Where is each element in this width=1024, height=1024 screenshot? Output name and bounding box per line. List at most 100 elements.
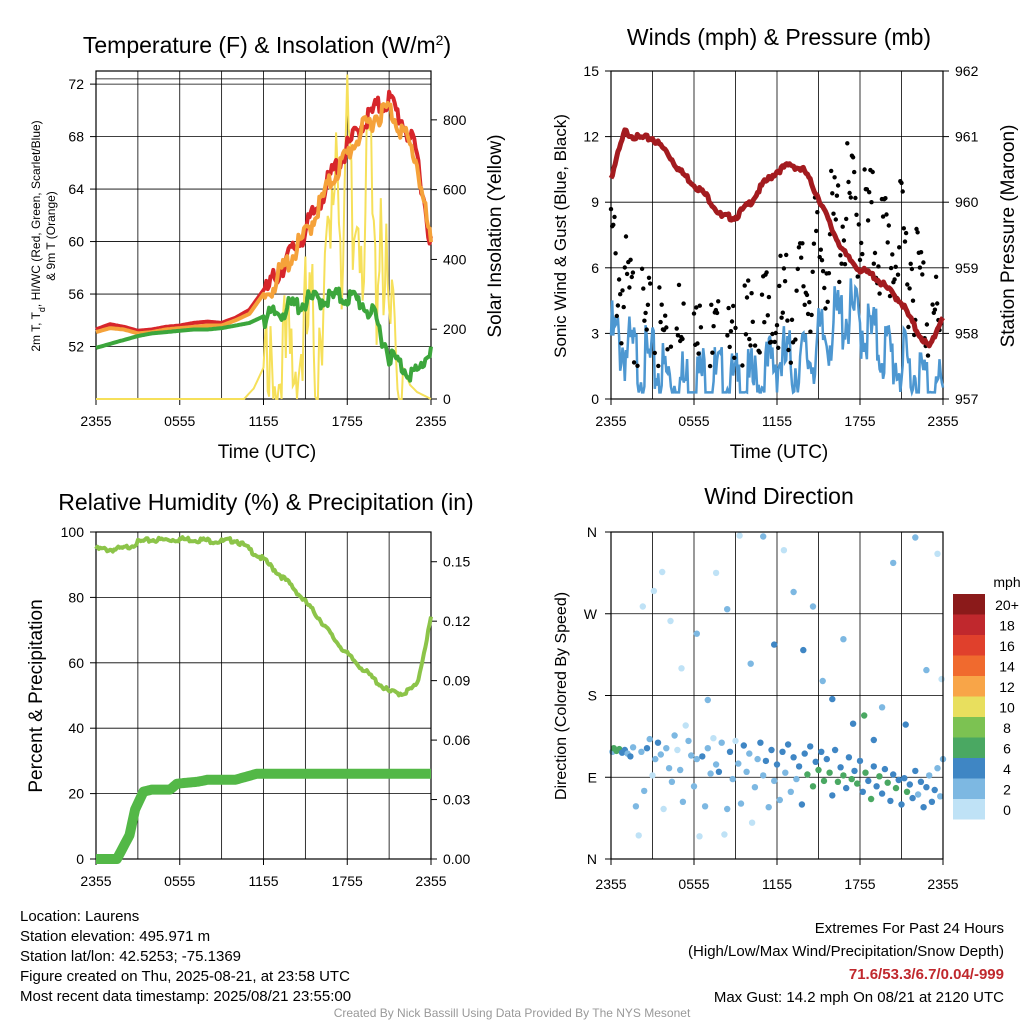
wind-direction-point [693, 630, 700, 637]
gust-point [820, 269, 826, 274]
wind-direction-point [641, 787, 648, 795]
created-line: Figure created on Thu, 2025-08-21, at 23… [20, 968, 350, 985]
wind-y2tick-label: 962 [955, 63, 979, 79]
wind-direction-point [696, 833, 703, 840]
wind-direction-point [917, 778, 925, 785]
wind-ytick-label: 9 [591, 194, 599, 210]
wind-line [609, 278, 945, 397]
wind-direction-point [818, 748, 825, 755]
gust-point [815, 210, 820, 215]
wind-direction-point [707, 770, 714, 777]
gust-point [729, 319, 735, 324]
wind-direction-point [677, 766, 684, 774]
gust-point [629, 274, 634, 280]
extremes-values: 71.6/53.3/6.7/0.04/-999 [848, 966, 1004, 983]
wind-direction-point [873, 783, 880, 790]
pressure-ylabel: Station Pressure (Maroon) [998, 125, 1019, 348]
gust-point [859, 240, 864, 246]
temp-y2tick-label: 400 [443, 251, 467, 267]
wind-direction-point [748, 819, 756, 826]
wind-direction-point [895, 776, 902, 784]
wind-direction-point [909, 794, 916, 802]
rh-xtick-label: 1155 [248, 873, 278, 889]
gust-point [848, 195, 853, 200]
gust-point [785, 318, 790, 323]
gust-point [784, 252, 789, 258]
gust-point [833, 217, 838, 222]
rh-xtick-label: 1755 [332, 873, 363, 889]
gust-point [613, 251, 618, 256]
station-info: Location: Laurens Station elevation: 495… [20, 907, 351, 1007]
gust-point [865, 218, 871, 223]
wind-direction-point [912, 534, 919, 541]
gust-point [732, 355, 737, 360]
wind-xtick-label: 2355 [927, 413, 958, 429]
wind-direction-point [712, 569, 720, 577]
wind-direction-point [736, 532, 743, 539]
gust-point [714, 310, 720, 316]
wind-ytick-label: 15 [583, 63, 599, 79]
wind-direction-point [718, 739, 725, 746]
gust-point [648, 281, 653, 286]
gust-point [674, 326, 679, 331]
gust-point [612, 214, 617, 220]
gust-point [727, 344, 732, 350]
gust-point [635, 363, 640, 368]
wind-direction-point [688, 752, 695, 759]
gust-point [900, 189, 905, 194]
gust-point [627, 285, 632, 290]
gust-point [681, 301, 686, 306]
wind-direction-point [678, 665, 685, 672]
gust-point [892, 277, 897, 282]
gust-point [668, 344, 674, 349]
wind-direction-point [820, 777, 828, 785]
gust-point [869, 200, 874, 205]
gust-point [639, 266, 645, 271]
insolation-line [96, 74, 432, 401]
gust-point [652, 350, 657, 356]
wind-y2tick-label: 958 [955, 325, 979, 341]
legend-swatch [953, 676, 985, 697]
gust-point [829, 168, 834, 174]
temp-line [95, 89, 433, 333]
rh-y2tick-label: 0.00 [443, 851, 470, 867]
legend-label: 4 [1003, 761, 1011, 777]
gust-point [778, 253, 783, 258]
gust-point [877, 291, 882, 296]
wind-direction-point [809, 603, 817, 610]
max-gust: Max Gust: 14.2 mph On 08/21 at 2120 UTC [713, 989, 1004, 1006]
gust-point [645, 302, 651, 307]
wind-direction-point [934, 765, 941, 772]
gust-point [764, 270, 769, 275]
legend-swatch [953, 758, 985, 779]
wind-direction-point [659, 568, 666, 576]
rh-xtick-label: 0555 [164, 873, 195, 889]
temperature-title: Temperature (F) & Insolation (W/m2) [83, 32, 451, 58]
gust-point [618, 292, 623, 297]
gust-point [749, 291, 754, 296]
rh-ytick-label: 80 [68, 589, 84, 605]
legend-swatch [953, 635, 985, 656]
wind-direction-point [632, 803, 640, 810]
wind-direction-ylabel: Direction (Colored By Speed) [553, 592, 570, 800]
wind-direction-point [762, 757, 770, 765]
legend-swatch [953, 655, 985, 676]
gust-point [822, 285, 827, 291]
rh-y2tick-label: 0.09 [443, 673, 470, 689]
gust-point [801, 284, 806, 289]
location-line: Location: Laurens [20, 908, 140, 925]
wind-direction-point [726, 748, 734, 755]
wind-direction-point [660, 805, 667, 813]
wind-direction-point [754, 755, 761, 763]
temperature-ylabel-line2: & 9m T (Orange) [44, 191, 58, 281]
wind-ytick-label: 6 [591, 260, 599, 276]
wind-direction-title: Wind Direction [704, 483, 854, 509]
gust-point [676, 282, 682, 288]
wdir-ytick-label: W [584, 606, 598, 622]
wind-direction-point [807, 743, 814, 750]
gust-point [665, 347, 670, 352]
gust-point [616, 277, 622, 282]
gust-point [888, 265, 894, 271]
gust-point [747, 336, 752, 342]
wind-direction-point [710, 735, 717, 742]
